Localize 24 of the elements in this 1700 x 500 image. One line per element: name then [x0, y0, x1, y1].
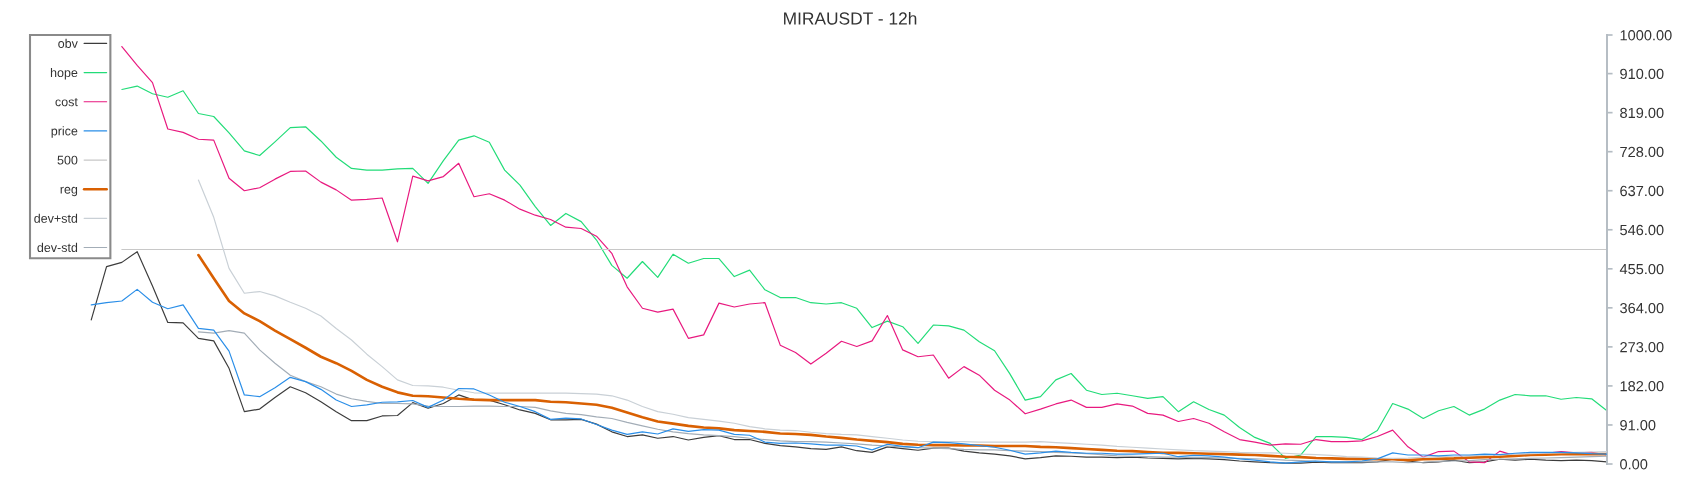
chart-title: MIRAUSDT - 12h [784, 11, 917, 25]
y-tick-label: 364.00 [1620, 302, 1664, 314]
y-tick-label: 819.00 [1620, 107, 1664, 119]
legend-label: cost [55, 98, 78, 107]
y-tick-label: 91.00 [1620, 420, 1656, 431]
legend-label: price [51, 126, 78, 138]
line-series [197, 179, 1607, 460]
y-tick-label: 910.00 [1620, 68, 1664, 80]
y-tick-label: 182.00 [1620, 381, 1664, 392]
y-tick-label: 273.00 [1620, 341, 1664, 353]
legend-label: dev+std [34, 213, 78, 223]
y-tick-label: 546.00 [1620, 224, 1664, 236]
y-tick-label: 1000.00 [1620, 30, 1672, 41]
legend-label: reg [60, 186, 78, 197]
legend-label: 500 [57, 155, 78, 165]
legend-label: hope [50, 67, 78, 80]
y-tick-label: 0.00 [1620, 459, 1648, 470]
line-series [90, 288, 1607, 464]
y-tick-label: 728.00 [1620, 146, 1664, 158]
legend-label: dev-std [37, 242, 78, 252]
line-series [197, 329, 1607, 464]
y-tick-label: 455.00 [1619, 263, 1664, 275]
legend-label: obv [58, 38, 78, 48]
y-tick-label: 637.00 [1620, 185, 1664, 197]
